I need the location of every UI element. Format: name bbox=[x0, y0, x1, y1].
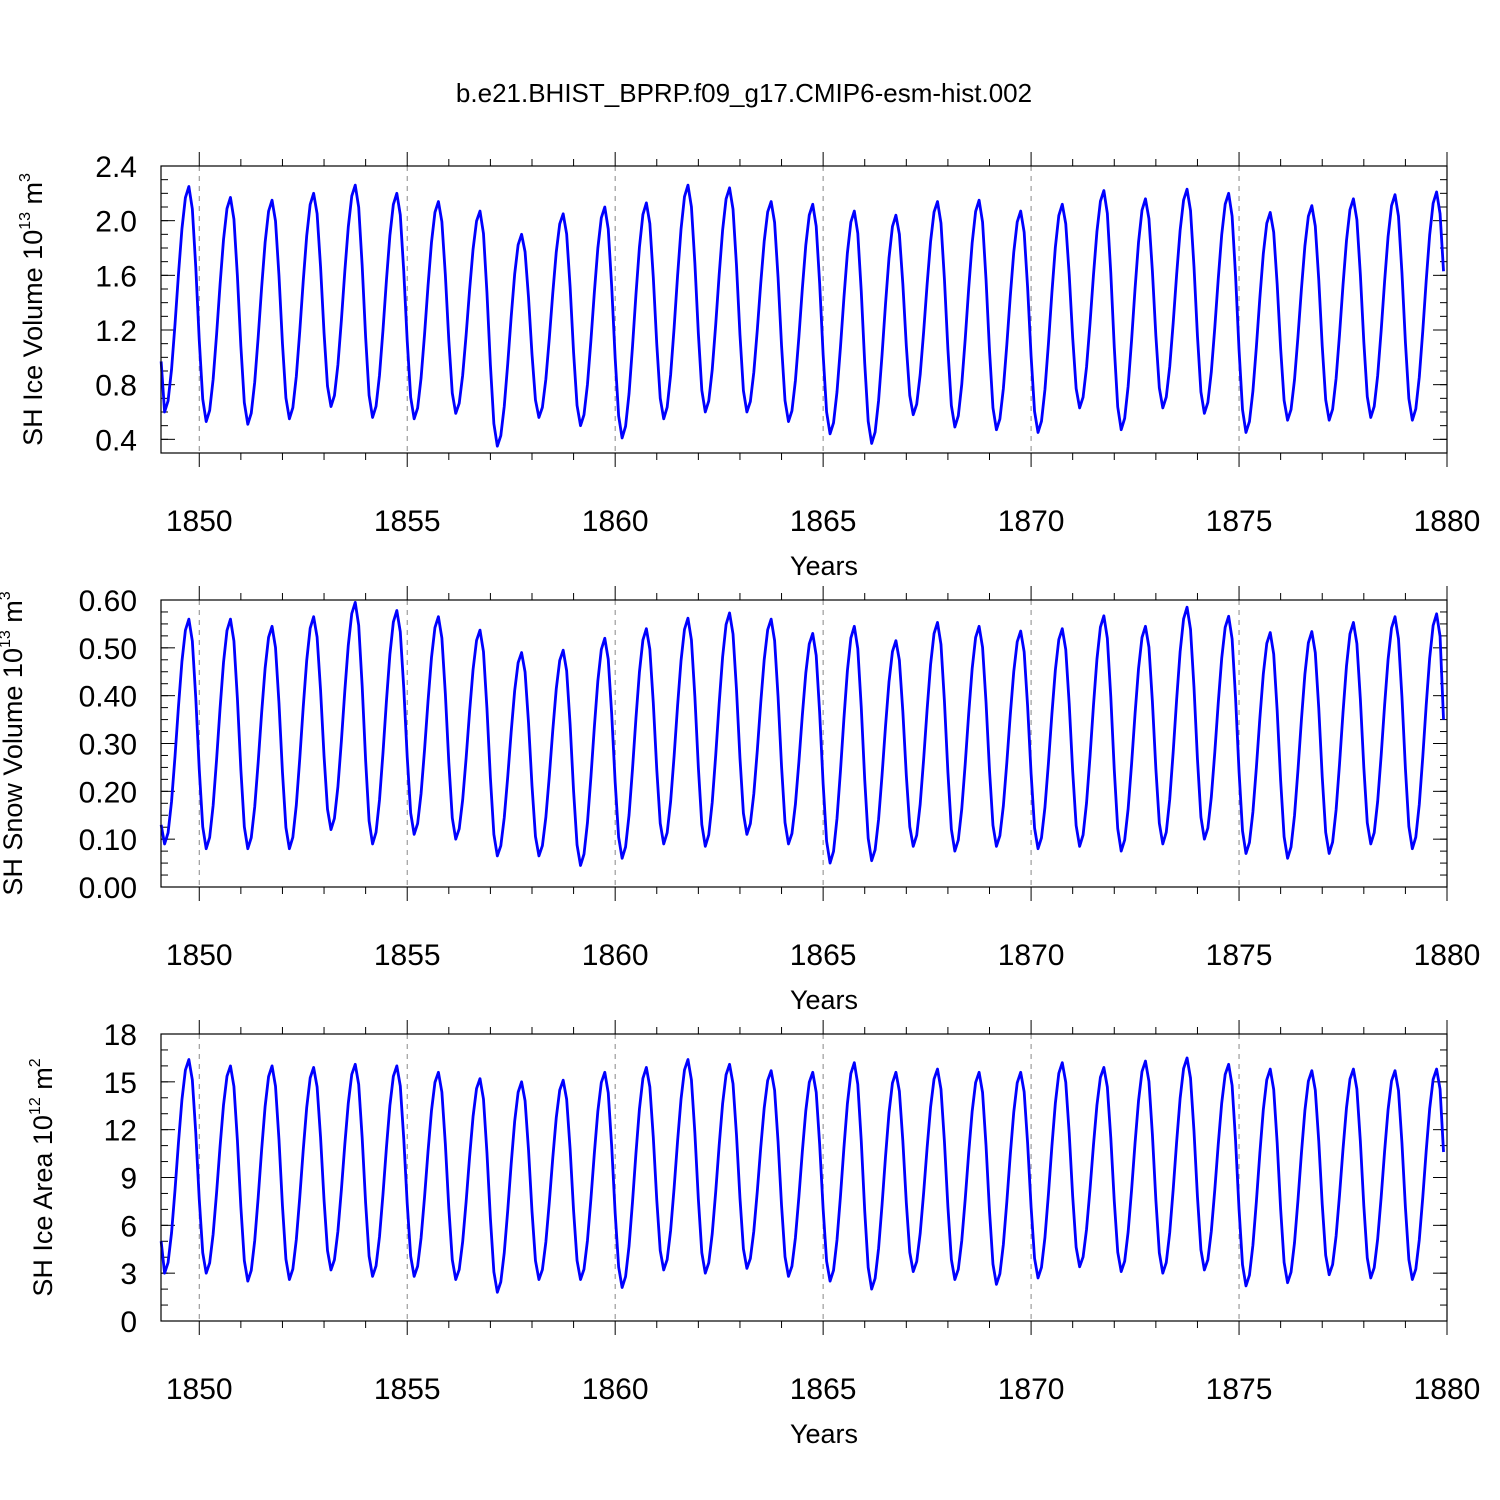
y-tick-label: 18 bbox=[104, 1019, 137, 1052]
y-tick-label: 0.20 bbox=[79, 776, 137, 809]
x-tick-label: 1875 bbox=[1206, 939, 1273, 972]
x-tick-label: 1865 bbox=[790, 1373, 857, 1406]
y-tick-label: 2.4 bbox=[95, 151, 137, 184]
y-tick-label: 0.30 bbox=[79, 729, 137, 762]
x-tick-label: 1855 bbox=[374, 1373, 441, 1406]
y-tick-label: 0 bbox=[120, 1306, 137, 1339]
series-line-ice-volume bbox=[159, 183, 1445, 448]
x-tick-label: 1875 bbox=[1206, 505, 1273, 538]
figure-title: b.e21.BHIST_BPRP.f09_g17.CMIP6-esm-hist.… bbox=[456, 78, 1032, 108]
series-line-ice-area bbox=[159, 1056, 1445, 1294]
x-tick-label: 1855 bbox=[374, 505, 441, 538]
x-tick-label: 1865 bbox=[790, 505, 857, 538]
x-tick-label: 1850 bbox=[166, 939, 233, 972]
y-tick-label: 12 bbox=[104, 1115, 137, 1148]
x-tick-label: 1860 bbox=[582, 505, 649, 538]
y-tick-label: 9 bbox=[120, 1163, 137, 1196]
y-tick-label: 2.0 bbox=[95, 206, 137, 239]
x-tick-label: 1850 bbox=[166, 505, 233, 538]
x-tick-label: 1850 bbox=[166, 1373, 233, 1406]
x-tick-label: 1870 bbox=[998, 939, 1065, 972]
plot-frame bbox=[160, 165, 1448, 454]
x-tick-label: 1880 bbox=[1414, 1373, 1481, 1406]
y-axis-label: SH Ice Volume 1013 m3 bbox=[17, 173, 48, 446]
x-tick-label: 1860 bbox=[582, 939, 649, 972]
y-tick-label: 0.8 bbox=[95, 370, 137, 403]
x-tick-label: 1870 bbox=[998, 1373, 1065, 1406]
x-axis-label: Years bbox=[790, 985, 858, 1015]
chart-panel-snow-volume: 0.00 0.10 0.20 0.30 0.40 0.50 0.60 1850 1855 1860… bbox=[0, 585, 1480, 1015]
y-tick-label: 0.10 bbox=[79, 824, 137, 857]
x-tick-label: 1880 bbox=[1414, 939, 1481, 972]
y-axis-label: SH Snow Volume 1013 m3 bbox=[0, 591, 28, 895]
y-tick-label: 0.00 bbox=[79, 872, 137, 905]
x-tick-label: 1870 bbox=[998, 505, 1065, 538]
x-tick-label: 1855 bbox=[374, 939, 441, 972]
x-tick-label: 1880 bbox=[1414, 505, 1481, 538]
y-tick-label: 0.4 bbox=[95, 424, 137, 457]
plot-frame bbox=[160, 599, 1448, 888]
x-tick-label: 1865 bbox=[790, 939, 857, 972]
y-tick-label: 1.2 bbox=[95, 315, 137, 348]
x-tick-label: 1875 bbox=[1206, 1373, 1273, 1406]
y-tick-label: 6 bbox=[120, 1210, 137, 1243]
y-tick-label: 0.40 bbox=[79, 681, 137, 714]
y-tick-label: 15 bbox=[104, 1067, 137, 1100]
x-tick-label: 1860 bbox=[582, 1373, 649, 1406]
y-tick-label: 1.6 bbox=[95, 260, 137, 293]
series-line-snow-volume bbox=[159, 600, 1445, 867]
y-tick-label: 0.50 bbox=[79, 633, 137, 666]
y-tick-label: 0.60 bbox=[79, 585, 137, 618]
y-tick-label: 3 bbox=[120, 1258, 137, 1291]
x-axis-label: Years bbox=[790, 551, 858, 581]
x-axis-label: Years bbox=[790, 1419, 858, 1449]
chart-panel-ice-area: 0 3 6 9 12 15 18 1850 1855 1860 1865 1870 1875 1880 Ye… bbox=[27, 1019, 1480, 1449]
plot-frame bbox=[160, 1033, 1448, 1322]
chart-panel-ice-volume: 0.4 0.8 1.2 1.6 2.0 2.4 1850 1855 1860 1865 1870 18… bbox=[17, 151, 1480, 581]
y-axis-label: SH Ice Area 1012 m2 bbox=[27, 1058, 58, 1296]
